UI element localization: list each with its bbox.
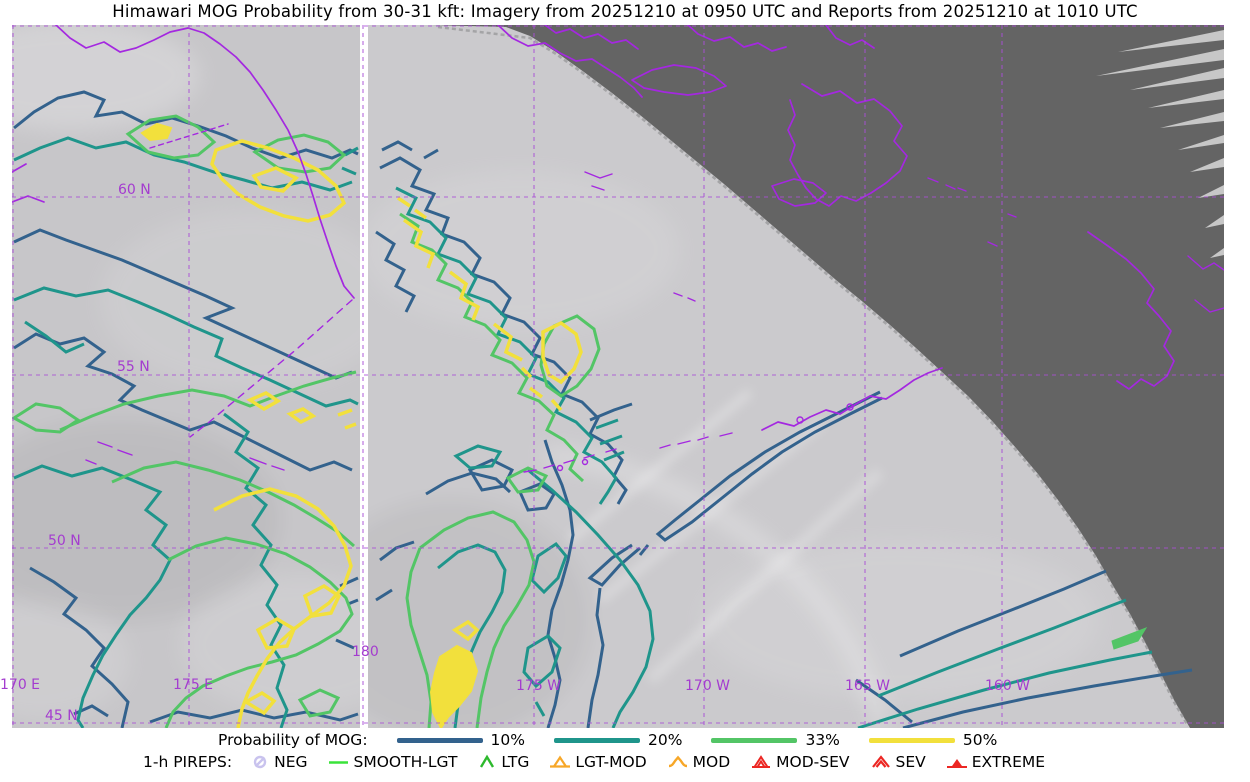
satellite-map: 60 N 55 N 50 N 45 N 170 E 175 E 180 175 …	[0, 25, 1224, 728]
lon-label-170w: 170 W	[685, 678, 730, 694]
legend-item-ltg: LTG	[477, 753, 529, 771]
mod-sev-symbol-icon	[752, 755, 771, 768]
satellite-limb-dark-region	[432, 25, 1224, 728]
prob-33-line-swatch	[711, 737, 798, 743]
mod-label: MOD	[692, 753, 731, 771]
page-title: Himawari MOG Probability from 30-31 kft:…	[112, 2, 1138, 21]
smooth-lgt-symbol-icon	[328, 761, 348, 764]
probability-legend-label: Probability of MOG:	[218, 731, 368, 749]
prob-50-line-swatch	[868, 737, 955, 743]
coastlines-west	[12, 25, 355, 471]
legend-item-mod: MOD	[667, 753, 731, 771]
lgt-mod-label: LGT-MOD	[575, 753, 647, 771]
lon-label-175e: 175 E	[173, 677, 213, 693]
graticule	[12, 25, 1224, 728]
map-tile-west	[12, 25, 360, 728]
contours-33pct-west	[12, 114, 357, 728]
legend-item-smooth-lgt: SMOOTH-LGT	[328, 753, 458, 771]
smooth-lgt-label: SMOOTH-LGT	[353, 753, 458, 771]
neg-symbol-icon	[253, 755, 267, 769]
scan-stripes	[1096, 30, 1224, 258]
lon-label-175w: 175 W	[516, 678, 561, 694]
pireps-legend: 1-h PIREPS: NEG SMOOTH-LGT LTG LGT-MOD	[143, 753, 1045, 771]
lat-label-50n: 50 N	[48, 533, 81, 549]
mod-sev-label: MOD-SEV	[776, 753, 850, 771]
ltg-label: LTG	[501, 753, 530, 771]
legend-item-neg: NEG	[252, 753, 308, 771]
lon-label-160w: 160 W	[985, 678, 1030, 694]
lat-label-60n: 60 N	[118, 182, 151, 198]
lon-label-165w: 165 W	[845, 678, 890, 694]
legend-item-50pct: 50%	[868, 731, 998, 749]
ltg-symbol-icon	[480, 754, 495, 768]
legend-item-lgt-mod: LGT-MOD	[549, 753, 647, 771]
lat-label-55n: 55 N	[117, 359, 150, 375]
prob-50-label: 50%	[962, 731, 998, 749]
sev-label: SEV	[895, 753, 926, 771]
lat-label-45n: 45 N	[45, 708, 78, 724]
lon-label-180: 180	[352, 644, 379, 660]
contours-50pct-west	[140, 122, 357, 728]
extreme-label: EXTREME	[971, 753, 1046, 771]
cloud-texture-east	[368, 170, 1100, 728]
mod-symbol-icon	[668, 755, 687, 768]
tile-seam	[360, 25, 368, 728]
legend-item-mod-sev: MOD-SEV	[750, 753, 850, 771]
prob-10-label: 10%	[490, 731, 525, 749]
legend-item-sev: SEV	[870, 753, 926, 771]
legend-item-10pct: 10%	[396, 731, 525, 749]
contours-10pct-east	[375, 140, 1193, 728]
legend-item-extreme: EXTREME	[946, 753, 1045, 771]
graticule-labels: 60 N 55 N 50 N 45 N 170 E 175 E 180 175 …	[0, 182, 1030, 724]
neg-label: NEG	[274, 753, 308, 771]
prob-10-line-swatch	[396, 737, 483, 743]
map-tile-east	[368, 25, 1224, 728]
map-canvas: 60 N 55 N 50 N 45 N 170 E 175 E 180 175 …	[0, 25, 1250, 728]
contours-50pct-east	[397, 196, 583, 728]
cloud-texture-west	[12, 25, 360, 720]
legend-item-20pct: 20%	[554, 731, 682, 749]
lgt-mod-symbol-icon	[550, 755, 571, 768]
pireps-legend-label: 1-h PIREPS:	[143, 753, 233, 771]
sev-symbol-icon	[871, 755, 890, 768]
legend-item-33pct: 33%	[711, 731, 840, 749]
prob-20-line-swatch	[554, 737, 640, 743]
lon-label-170e: 170 E	[0, 677, 40, 693]
probability-legend: Probability of MOG: 10% 20% 33% 50%	[218, 731, 997, 749]
coastlines-east	[497, 25, 1224, 473]
prob-33-label: 33%	[805, 731, 840, 749]
prob-20-label: 20%	[648, 731, 683, 749]
contours-20pct-east	[395, 186, 1153, 728]
extreme-symbol-icon	[946, 759, 967, 768]
